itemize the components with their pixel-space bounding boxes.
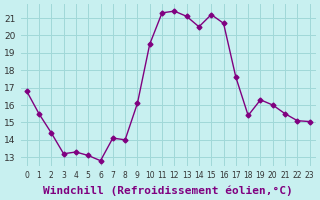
X-axis label: Windchill (Refroidissement éolien,°C): Windchill (Refroidissement éolien,°C) — [43, 185, 293, 196]
